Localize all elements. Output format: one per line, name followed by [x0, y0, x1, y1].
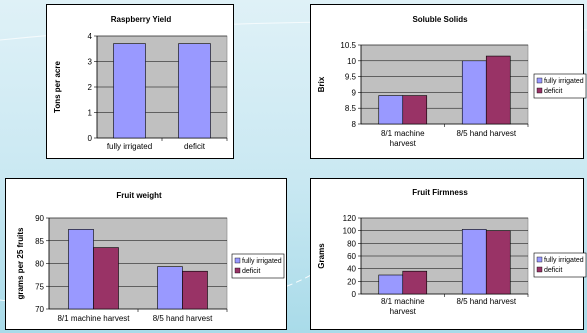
y-tick-label: 75: [35, 282, 44, 291]
chart-svg: Soluble Solids 8 8.5 9 9.5 10 10.5 Brix 8/1 mach…: [317, 15, 587, 148]
fruit-firmness-chart: Fruit Firmness 0 20 40 60 80 100 120 Grams 8/1 ma…: [310, 178, 587, 330]
bar: [157, 266, 183, 310]
y-tick-label: 2: [88, 83, 93, 92]
legend-swatch: [536, 256, 543, 263]
legend-swatch: [536, 266, 543, 273]
bar: [178, 43, 211, 139]
y-tick-label: 0: [352, 290, 357, 299]
chart-title: Fruit Firmness: [412, 188, 468, 197]
y-tick-label: 8.5: [345, 104, 357, 113]
y-tick-label: 9.5: [345, 73, 357, 82]
y-tick-label: 120: [343, 214, 357, 223]
fruit-weight-chart: Fruit weight 70 75 80 85 90 grams per 25 fruit…: [5, 178, 287, 330]
x-tick-label: deficit: [184, 142, 206, 151]
legend-box: [231, 253, 285, 279]
x-tick-label: 8/5 hand harvest: [456, 129, 516, 138]
legend-label: deficit: [242, 268, 260, 275]
bar: [402, 270, 428, 295]
y-tick-label: 80: [35, 260, 44, 269]
x-tick-label: 8/5 hand harvest: [456, 297, 516, 306]
y-tick-label: 0: [88, 134, 93, 143]
y-tick-label: 3: [88, 58, 93, 67]
y-axis-label: Tons per acre: [53, 61, 62, 113]
y-tick-label: 9: [352, 88, 357, 97]
x-tick-label: 8/1 machine harvest: [57, 314, 130, 323]
y-tick-label: 1: [88, 109, 93, 118]
bar: [182, 270, 208, 310]
legend-label: fully irrigated: [544, 78, 584, 85]
chart-svg: Fruit Firmness 0 20 40 60 80 100 120 Grams 8/1 ma…: [317, 188, 587, 316]
x-tick-label: 8/1 machine: [381, 129, 425, 138]
chart-svg: Fruit weight 70 75 80 85 90 grams per 25 fruit…: [16, 191, 285, 323]
chart-svg: Raspberry Yield 0 1 2 3 4 Tons per acre fully i…: [53, 15, 228, 151]
y-tick-label: 4: [88, 32, 93, 41]
y-tick-label: 80: [347, 239, 356, 248]
bar: [461, 229, 487, 295]
raspberry-yield-chart: Raspberry Yield 0 1 2 3 4 Tons per acre fully i…: [46, 4, 234, 159]
legend-swatch: [536, 87, 543, 94]
bar: [378, 95, 404, 125]
bar: [485, 55, 511, 125]
y-tick-label: 70: [35, 305, 44, 314]
y-tick-label: 8: [352, 120, 357, 129]
y-axis-label: Brix: [317, 76, 326, 92]
y-axis-label: Grams: [317, 243, 326, 269]
legend-swatch: [234, 267, 241, 274]
bar: [68, 229, 94, 310]
x-tick-label: harvest: [390, 307, 417, 316]
legend-label: deficit: [544, 267, 562, 274]
legend-swatch: [536, 77, 543, 84]
y-tick-label: 90: [35, 214, 44, 223]
bar: [485, 230, 511, 295]
y-tick-label: 85: [35, 237, 44, 246]
bar: [378, 274, 404, 295]
y-tick-label: 100: [343, 227, 357, 236]
chart-title: Fruit weight: [116, 191, 162, 200]
y-tick-label: 10: [347, 57, 356, 66]
legend-label: fully irrigated: [242, 258, 282, 265]
legend-label: fully irrigated: [544, 257, 584, 264]
bar: [402, 95, 428, 125]
chart-title: Raspberry Yield: [111, 15, 172, 24]
y-tick-label: 10.5: [340, 41, 356, 50]
bar: [113, 43, 146, 139]
legend-box: [533, 252, 587, 278]
y-axis-label: grams per 25 fruits: [16, 227, 25, 300]
x-tick-label: harvest: [390, 139, 417, 148]
bar: [461, 60, 487, 125]
x-tick-label: 8/1 machine: [381, 297, 425, 306]
soluble-solids-chart: Soluble Solids 8 8.5 9 9.5 10 10.5 Brix 8/1 mach…: [310, 4, 587, 159]
y-tick-label: 60: [347, 252, 356, 261]
chart-title: Soluble Solids: [412, 15, 468, 24]
bar: [93, 247, 119, 310]
legend-swatch: [234, 257, 241, 264]
x-tick-label: fully irrigated: [107, 142, 152, 151]
x-tick-label: 8/5 hand harvest: [153, 314, 213, 323]
y-tick-label: 40: [347, 265, 356, 274]
y-tick-label: 20: [347, 277, 356, 286]
legend-box: [533, 73, 587, 99]
legend-label: deficit: [544, 88, 562, 95]
